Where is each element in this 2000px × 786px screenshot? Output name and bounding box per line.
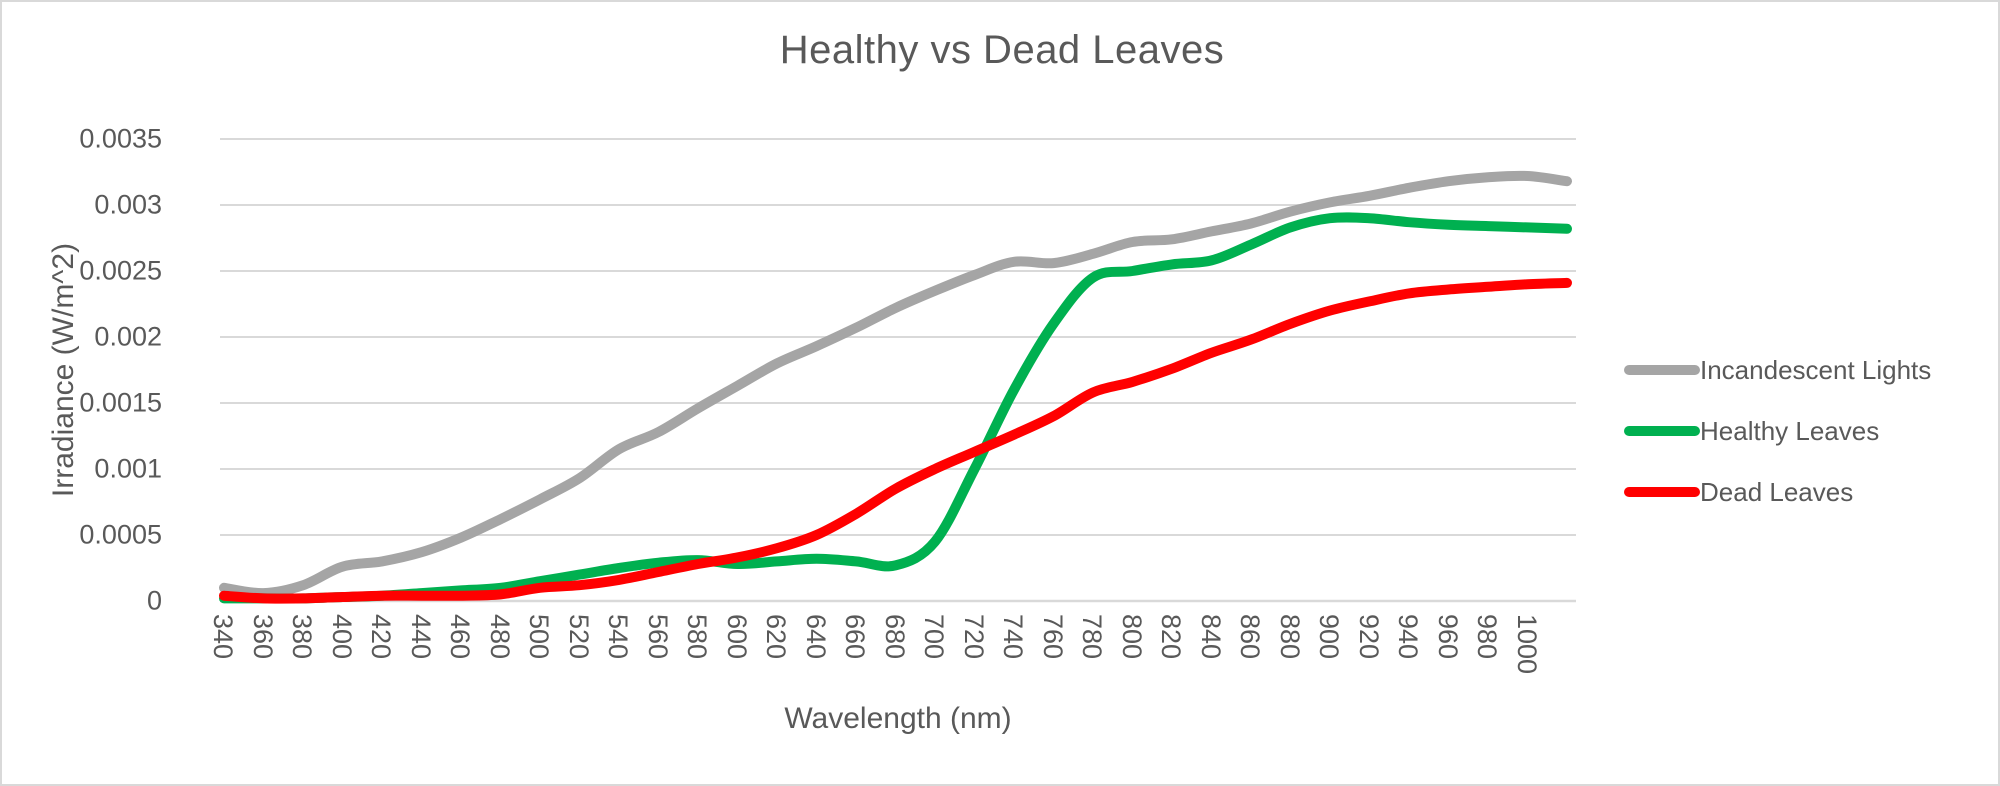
- x-tick-label: 1000: [1511, 614, 1542, 675]
- x-tick-label: 440: [405, 614, 436, 660]
- x-tick-label: 800: [1116, 614, 1147, 660]
- x-tick-label: 720: [958, 614, 989, 660]
- x-tick-label: 660: [840, 614, 870, 660]
- x-tick-label: 700: [919, 614, 949, 660]
- legend: Incandescent Lights Healthy Leaves Dead Le…: [1624, 354, 1931, 537]
- series-line-healthy-leaves: [219, 212, 1572, 604]
- x-tick-label: 640: [800, 614, 831, 660]
- x-tick-label: 380: [287, 614, 317, 660]
- x-tick-label: 940: [1393, 614, 1423, 660]
- y-tick-label: 0.001: [94, 453, 162, 484]
- x-tick-label: 540: [603, 614, 633, 660]
- x-tick-label: 900: [1314, 614, 1344, 660]
- y-tick-label: 0.003: [94, 189, 162, 220]
- x-tick-label: 880: [1274, 614, 1305, 660]
- x-tick-label: 620: [761, 614, 791, 660]
- y-tick-label: 0.0015: [79, 387, 162, 418]
- x-tick-label: 860: [1235, 614, 1265, 660]
- x-tick-label: 460: [445, 614, 475, 660]
- x-tick-label: 420: [366, 614, 396, 660]
- legend-label: Dead Leaves: [1700, 476, 1854, 507]
- x-axis-title: Wavelength (nm): [784, 702, 1012, 735]
- legend-key-line: [1624, 365, 1700, 375]
- legend-key-line: [1624, 487, 1700, 497]
- x-tick-label: 820: [1156, 614, 1186, 660]
- series-line-incandescent-lights: [219, 170, 1572, 599]
- x-tick-label: 360: [247, 614, 278, 660]
- x-tick-label: 760: [1037, 614, 1068, 660]
- legend-label: Incandescent Lights: [1700, 354, 1932, 385]
- chart-title: Healthy vs Dead Leaves: [779, 28, 1225, 72]
- x-tick-label: 740: [998, 614, 1028, 660]
- x-tick-label: 600: [721, 614, 752, 660]
- x-tick-label: 520: [563, 614, 594, 660]
- x-tick-label: 480: [484, 614, 515, 660]
- legend-label: Healthy Leaves: [1700, 415, 1880, 446]
- x-tick-label: 560: [642, 614, 673, 660]
- x-tick-label: 840: [1195, 614, 1226, 660]
- legend-item-dead-leaves: Dead Leaves: [1624, 476, 1931, 508]
- x-tick-label: 580: [682, 614, 712, 660]
- legend-key-line: [1624, 426, 1700, 436]
- series-line-dead-leaves: [219, 277, 1572, 604]
- x-tick-label: 340: [208, 614, 238, 660]
- x-tick-label: 960: [1432, 614, 1463, 660]
- y-tick-label: 0.002: [94, 321, 162, 352]
- y-tick-label: 0.0005: [79, 519, 162, 550]
- legend-item-incandescent-lights: Incandescent Lights: [1624, 354, 1931, 386]
- x-tick-label: 980: [1472, 614, 1502, 660]
- y-tick-label: 0: [146, 585, 162, 616]
- y-tick-label: 0.0035: [79, 123, 162, 154]
- y-tick-label: 0.0025: [79, 255, 162, 286]
- x-tick-label: 500: [524, 614, 554, 660]
- x-tick-label: 920: [1353, 614, 1384, 660]
- x-tick-label: 680: [879, 614, 910, 660]
- x-tick-label: 780: [1077, 614, 1107, 660]
- x-tick-label: 400: [326, 614, 357, 660]
- legend-item-healthy-leaves: Healthy Leaves: [1624, 415, 1931, 447]
